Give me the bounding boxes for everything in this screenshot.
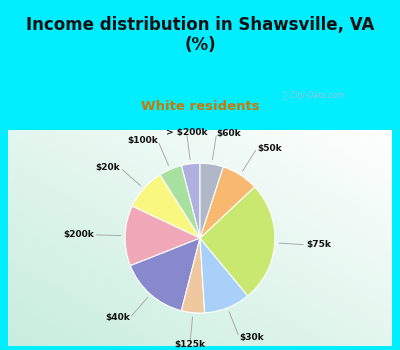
Wedge shape [200,187,275,296]
Text: $125k: $125k [174,340,206,349]
Text: $200k: $200k [63,230,94,239]
Wedge shape [200,238,248,313]
Wedge shape [181,238,205,313]
Wedge shape [160,166,200,238]
Wedge shape [132,175,200,238]
Text: $50k: $50k [257,144,282,153]
Wedge shape [181,163,200,238]
Wedge shape [200,167,255,238]
Text: ⓘ City-Data.com: ⓘ City-Data.com [283,91,344,100]
Text: White residents: White residents [141,100,259,113]
Wedge shape [125,206,200,266]
Text: $75k: $75k [306,240,331,249]
Text: $100k: $100k [127,136,158,145]
Text: $40k: $40k [105,313,130,322]
Text: $30k: $30k [239,332,264,342]
Text: $20k: $20k [96,163,120,172]
Text: > $200k: > $200k [166,128,208,137]
Wedge shape [130,238,200,311]
Text: Income distribution in Shawsville, VA
(%): Income distribution in Shawsville, VA (%… [26,15,374,54]
Wedge shape [200,163,223,238]
Text: $60k: $60k [217,128,241,138]
